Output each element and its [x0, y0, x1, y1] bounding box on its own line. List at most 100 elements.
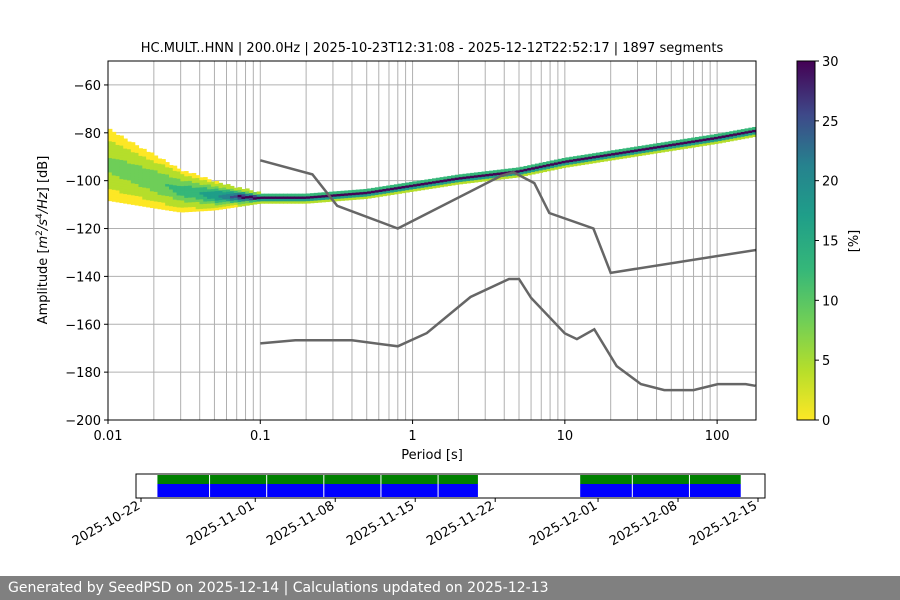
density-cell	[405, 182, 410, 186]
density-cell	[191, 187, 197, 191]
density-cell	[226, 198, 231, 202]
density-cell	[740, 129, 746, 132]
density-cell	[363, 193, 368, 197]
density-cell	[119, 152, 124, 156]
density-cell	[168, 188, 174, 192]
density-cell	[149, 195, 155, 199]
density-cell	[348, 197, 353, 201]
density-cell	[161, 206, 166, 210]
date-tick-label: 2025-12-15	[687, 498, 760, 549]
density-cell	[142, 172, 147, 176]
density-cell	[752, 126, 756, 130]
density-cell	[188, 209, 193, 212]
density-cell	[237, 203, 243, 207]
density-cell	[222, 191, 227, 195]
density-cell	[611, 154, 616, 158]
density-cell	[424, 181, 429, 185]
density-cell	[165, 171, 170, 175]
density-cell	[165, 200, 170, 204]
y-tick-label: −60	[74, 79, 101, 94]
density-cell	[188, 180, 193, 184]
density-cell	[134, 161, 140, 165]
density-cell	[203, 184, 208, 188]
density-cell	[634, 146, 639, 150]
density-cell	[649, 146, 654, 150]
density-cell	[481, 176, 486, 180]
density-cell	[241, 193, 246, 197]
density-cell	[454, 174, 460, 178]
density-cell	[717, 133, 723, 137]
density-cell	[672, 142, 677, 146]
density-cell	[138, 162, 143, 166]
density-cell	[191, 206, 197, 210]
date-tick-label: 2025-12-01	[527, 498, 600, 549]
density-cell	[546, 168, 551, 172]
colorbar: 0 5 10 15 20 25 30 [%]	[796, 55, 862, 429]
density-cell	[584, 154, 589, 158]
density-cell	[344, 192, 349, 196]
density-cell	[157, 168, 162, 171]
density-cell	[653, 145, 658, 149]
density-cell	[176, 190, 182, 194]
colorbar-tick-label: 10	[822, 294, 839, 309]
density-cell	[191, 180, 197, 184]
density-cell	[283, 200, 288, 204]
plot-grid	[107, 61, 756, 421]
density-cell	[123, 167, 128, 171]
density-cell	[222, 203, 227, 207]
density-cell	[115, 151, 121, 155]
density-cell	[111, 196, 117, 200]
density-cell	[210, 188, 216, 192]
density-cell	[165, 181, 170, 185]
density-cell	[279, 196, 284, 199]
density-cell	[351, 194, 357, 198]
density-cell	[512, 172, 517, 176]
density-cell	[127, 175, 132, 178]
density-cell	[592, 160, 597, 164]
density-cell	[142, 191, 147, 195]
density-cell	[172, 187, 178, 191]
density-cell	[496, 176, 502, 180]
density-cell	[111, 153, 117, 157]
density-cell	[515, 167, 521, 171]
density-cell	[108, 195, 113, 199]
density-cell	[108, 162, 113, 166]
timeline-date-ticks: 2025-10-22 2025-11-01 2025-11-08 2025-11-15…	[70, 498, 760, 549]
density-cell	[226, 191, 231, 195]
density-cell	[565, 157, 570, 161]
density-cell	[123, 150, 128, 154]
density-cell	[321, 197, 326, 200]
density-cell	[332, 196, 338, 200]
density-cell	[123, 140, 128, 144]
density-cell	[275, 196, 281, 199]
density-cell	[584, 161, 589, 165]
density-cell	[550, 167, 555, 171]
density-cell	[222, 189, 227, 193]
density-cell	[614, 154, 620, 158]
density-cell	[355, 194, 361, 198]
density-cell	[172, 184, 178, 188]
density-cell	[519, 166, 525, 170]
density-cell	[614, 156, 620, 160]
density-cell	[546, 163, 551, 167]
density-cell	[188, 197, 193, 201]
density-cell	[180, 204, 185, 208]
density-cell	[199, 198, 204, 202]
density-cell	[645, 151, 650, 155]
density-cell	[416, 180, 422, 184]
density-cell	[691, 142, 696, 146]
density-cell	[466, 180, 471, 184]
footer-bar: Generated by SeedPSD on 2025-12-14 | Cal…	[0, 576, 900, 600]
density-cell	[199, 182, 204, 185]
density-cell	[130, 163, 136, 167]
density-cell	[748, 127, 753, 131]
density-cell	[210, 193, 216, 197]
density-cell	[599, 151, 605, 155]
density-cell	[317, 197, 323, 201]
density-cell	[412, 183, 418, 187]
density-cell	[108, 169, 113, 173]
density-cell	[683, 143, 688, 147]
density-cell	[744, 133, 749, 137]
density-cell	[111, 194, 117, 197]
density-cell	[134, 195, 140, 199]
